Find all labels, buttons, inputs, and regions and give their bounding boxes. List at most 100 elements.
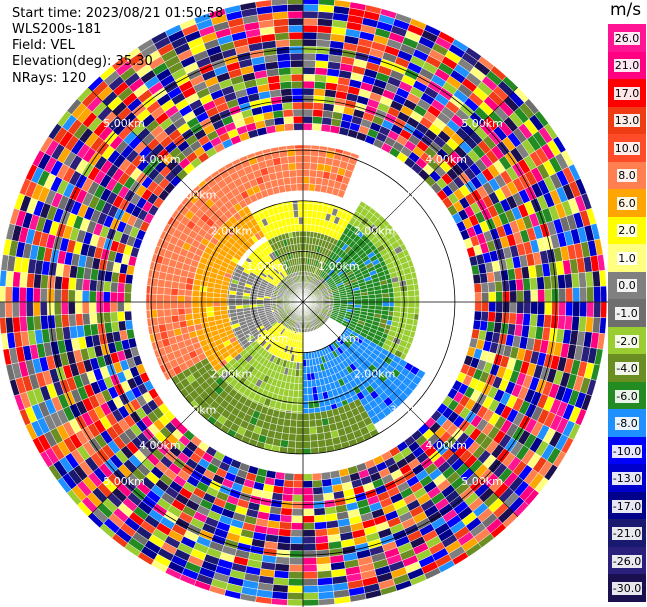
noise-gate bbox=[283, 479, 294, 488]
noise-gate bbox=[293, 122, 304, 131]
noise-gate bbox=[501, 312, 510, 324]
noise-gate bbox=[283, 116, 294, 125]
velocity-gate bbox=[235, 298, 243, 303]
range-ring-label: 4.00km bbox=[139, 439, 181, 452]
noise-gate bbox=[273, 570, 290, 579]
velocity-gate bbox=[389, 301, 395, 307]
noise-gate bbox=[275, 39, 290, 48]
velocity-gate bbox=[302, 433, 311, 442]
noise-gate bbox=[293, 473, 304, 482]
noise-gate bbox=[19, 316, 28, 332]
noise-gate bbox=[278, 74, 292, 83]
noise-gate bbox=[302, 494, 314, 503]
velocity-gate bbox=[228, 297, 236, 303]
noise-gate bbox=[279, 81, 293, 90]
noise-gate bbox=[82, 278, 91, 292]
velocity-gate bbox=[146, 285, 151, 295]
velocity-gate bbox=[302, 440, 311, 449]
velocity-gate bbox=[308, 176, 317, 185]
velocity-gate bbox=[286, 447, 296, 454]
velocity-gate bbox=[302, 230, 307, 237]
velocity-gate bbox=[205, 301, 214, 308]
noise-gate bbox=[302, 508, 315, 517]
velocity-gate bbox=[382, 297, 390, 303]
noise-gate bbox=[53, 301, 62, 316]
noise-gate bbox=[481, 292, 490, 303]
noise-gate bbox=[287, 3, 304, 12]
noise-gate bbox=[543, 314, 552, 329]
noise-gate bbox=[11, 286, 20, 303]
velocity-gate bbox=[286, 145, 296, 150]
velocity-gate bbox=[170, 294, 178, 303]
noise-gate bbox=[32, 287, 41, 303]
noise-gate bbox=[313, 88, 326, 97]
noise-gate bbox=[480, 311, 489, 322]
noise-gate bbox=[89, 312, 98, 325]
velocity-gate bbox=[302, 380, 308, 388]
noise-gate bbox=[600, 301, 607, 319]
noise-gate bbox=[61, 276, 70, 290]
velocity-gate bbox=[414, 295, 420, 303]
colorbar: 26.0 21.0 17.0 13.0 10.0 8.0 6.0 2.0 1.0 0.0 -1.0-… bbox=[608, 24, 646, 603]
noise-gate bbox=[284, 472, 295, 481]
velocity-gate bbox=[302, 427, 311, 435]
velocity-gate bbox=[288, 210, 295, 219]
noise-gate bbox=[302, 480, 313, 489]
noise-gate bbox=[124, 283, 133, 294]
noise-gate bbox=[123, 292, 132, 303]
noise-gate bbox=[572, 301, 581, 317]
range-ring-label: 4.00km bbox=[425, 153, 467, 166]
noise-gate bbox=[508, 312, 517, 325]
velocity-gate bbox=[295, 236, 301, 245]
noise-gate bbox=[302, 94, 315, 103]
velocity-gate bbox=[282, 170, 291, 179]
velocity-gate bbox=[296, 243, 301, 252]
noise-gate bbox=[123, 301, 132, 312]
noise-gate bbox=[286, 0, 304, 5]
velocity-gate bbox=[198, 290, 207, 298]
velocity-gate bbox=[393, 291, 402, 298]
velocity-gate bbox=[295, 433, 304, 442]
noise-gate bbox=[302, 31, 318, 40]
noise-gate bbox=[292, 108, 304, 117]
velocity-gate bbox=[302, 387, 309, 395]
velocity-gate bbox=[276, 177, 285, 187]
velocity-gate bbox=[302, 144, 312, 150]
velocity-gate bbox=[298, 216, 304, 225]
velocity-gate bbox=[170, 308, 179, 317]
noise-gate bbox=[551, 288, 560, 303]
noise-gate bbox=[302, 564, 318, 573]
noise-gate bbox=[288, 564, 304, 573]
noise-gate bbox=[68, 313, 77, 327]
velocity-gate bbox=[249, 301, 257, 306]
noise-gate bbox=[273, 25, 290, 34]
noise-gate bbox=[12, 271, 21, 288]
range-ring-label: 1.00km bbox=[246, 260, 288, 273]
velocity-gate bbox=[413, 283, 420, 291]
noise-gate bbox=[312, 479, 323, 488]
noise-gate bbox=[302, 599, 320, 606]
noise-gate bbox=[39, 301, 48, 316]
noise-gate bbox=[33, 273, 42, 289]
velocity-gate bbox=[286, 148, 296, 157]
noise-gate bbox=[54, 275, 63, 290]
noise-gate bbox=[288, 571, 304, 580]
velocity-gate bbox=[393, 306, 402, 313]
noise-gate bbox=[124, 273, 134, 285]
noise-gate bbox=[302, 550, 317, 559]
velocity-gate bbox=[297, 397, 304, 405]
noise-gate bbox=[585, 316, 594, 333]
noise-gate bbox=[109, 301, 118, 313]
noise-gate bbox=[473, 310, 482, 321]
velocity-gate bbox=[414, 301, 420, 309]
velocity-gate bbox=[298, 383, 304, 391]
velocity-gate bbox=[302, 236, 307, 244]
noise-gate bbox=[280, 507, 293, 516]
velocity-gate bbox=[191, 301, 200, 309]
velocity-gate bbox=[191, 290, 200, 297]
noise-gate bbox=[515, 312, 524, 326]
velocity-gate bbox=[297, 202, 304, 211]
velocity-gate bbox=[279, 156, 289, 165]
velocity-gate bbox=[205, 306, 214, 313]
noise-gate bbox=[47, 314, 56, 329]
